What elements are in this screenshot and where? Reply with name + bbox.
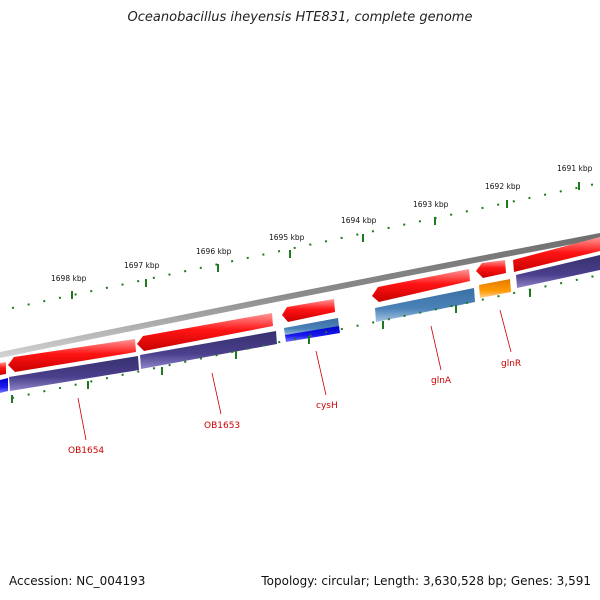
tick-label-1693: 1693 kbp bbox=[413, 200, 449, 209]
minor-ticks-outer bbox=[11, 182, 600, 309]
tick-label-1695: 1695 kbp bbox=[269, 233, 305, 242]
tick-label-1696: 1696 kbp bbox=[196, 247, 232, 256]
gene-label-cysH: cysH bbox=[316, 401, 338, 411]
cds-arrow bbox=[476, 260, 506, 278]
cds-block bbox=[516, 255, 600, 288]
gene-label-glnA: glnA bbox=[431, 376, 452, 386]
leader-cysH bbox=[315, 350, 327, 396]
cds-arrow bbox=[137, 313, 273, 351]
map-title: Oceanobacillus iheyensis HTE831, complet… bbox=[127, 10, 473, 25]
forward-strand-track bbox=[0, 237, 600, 375]
orange-feature bbox=[479, 279, 511, 298]
cds-arrow bbox=[282, 299, 335, 322]
cds-block bbox=[140, 331, 277, 369]
tick-label-1691: 1691 kbp bbox=[557, 164, 593, 173]
gene-label-glnR: glnR bbox=[501, 359, 521, 369]
cds-block bbox=[9, 356, 139, 391]
leader-OB1653 bbox=[211, 372, 222, 415]
cds-arrow bbox=[372, 269, 470, 302]
tick-label-1694: 1694 kbp bbox=[341, 216, 377, 225]
gene-label-OB1654: OB1654 bbox=[68, 446, 104, 456]
gene-label-OB1653: OB1653 bbox=[204, 421, 240, 431]
tick-label-1698: 1698 kbp bbox=[51, 274, 87, 283]
genome-summary-text: Topology: circular; Length: 3,630,528 bp… bbox=[261, 574, 591, 588]
leader-OB1654 bbox=[77, 397, 87, 441]
outer-tick-ring: 1691 kbp 1692 kbp 1693 kbp 1694 kbp 1695… bbox=[11, 164, 600, 309]
tick-label-1697: 1697 kbp bbox=[124, 261, 160, 270]
leader-glnA bbox=[430, 325, 442, 371]
leader-glnR bbox=[499, 309, 512, 353]
cds-arrow bbox=[8, 339, 136, 372]
rna-block bbox=[284, 318, 339, 336]
gene-label-leaders bbox=[77, 309, 512, 441]
cds-arrow bbox=[513, 237, 600, 272]
cds-arrow bbox=[0, 362, 6, 375]
accession-text: Accession: NC_004193 bbox=[9, 574, 146, 588]
tick-label-1692: 1692 kbp bbox=[485, 182, 521, 191]
blue-feature bbox=[0, 378, 8, 393]
inner-tick-ring bbox=[11, 274, 600, 403]
rna-block bbox=[375, 288, 475, 322]
blue-feature bbox=[285, 326, 340, 342]
reverse-strand-track bbox=[0, 255, 600, 393]
genome-backbone bbox=[0, 233, 600, 358]
